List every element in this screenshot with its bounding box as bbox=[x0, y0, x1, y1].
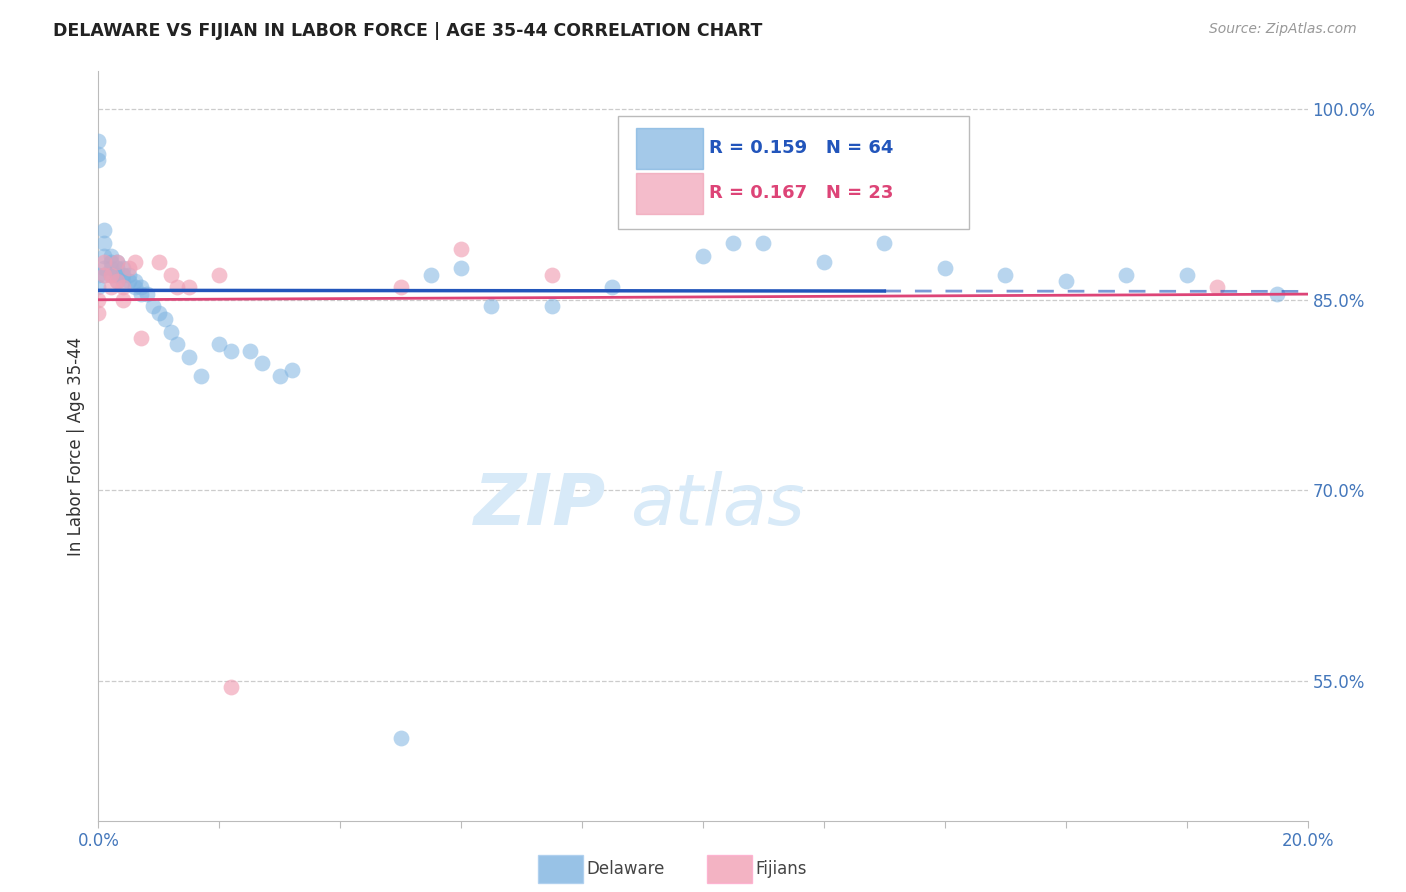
Point bbox=[129, 331, 152, 345]
Point bbox=[1175, 268, 1198, 282]
Point bbox=[111, 268, 134, 282]
Point bbox=[692, 248, 714, 262]
Point bbox=[135, 286, 157, 301]
Point bbox=[87, 280, 110, 294]
Point bbox=[93, 248, 115, 262]
Point bbox=[124, 255, 146, 269]
Point bbox=[148, 255, 170, 269]
Point bbox=[269, 369, 291, 384]
Point bbox=[239, 343, 262, 358]
Point bbox=[934, 261, 956, 276]
Y-axis label: In Labor Force | Age 35-44: In Labor Force | Age 35-44 bbox=[66, 336, 84, 556]
Point bbox=[87, 147, 110, 161]
Point bbox=[129, 286, 152, 301]
Point bbox=[179, 350, 201, 364]
Point bbox=[111, 274, 134, 288]
Point bbox=[129, 280, 152, 294]
Point bbox=[450, 242, 472, 256]
Text: R = 0.159   N = 64: R = 0.159 N = 64 bbox=[709, 139, 893, 157]
Point bbox=[124, 274, 146, 288]
Point bbox=[160, 325, 183, 339]
Point bbox=[100, 268, 122, 282]
Point bbox=[87, 134, 110, 148]
Text: Delaware: Delaware bbox=[586, 860, 665, 878]
Point bbox=[221, 681, 243, 695]
Point bbox=[752, 235, 775, 250]
Point bbox=[118, 268, 141, 282]
Point bbox=[93, 255, 115, 269]
Point bbox=[105, 268, 128, 282]
Point bbox=[179, 280, 201, 294]
Text: DELAWARE VS FIJIAN IN LABOR FORCE | AGE 35-44 CORRELATION CHART: DELAWARE VS FIJIAN IN LABOR FORCE | AGE … bbox=[53, 22, 763, 40]
Point bbox=[1115, 268, 1137, 282]
Point bbox=[389, 731, 412, 745]
Point bbox=[148, 306, 170, 320]
Point bbox=[153, 312, 176, 326]
Point bbox=[100, 255, 122, 269]
Point bbox=[450, 261, 472, 276]
Point bbox=[208, 337, 231, 351]
Point bbox=[1267, 286, 1289, 301]
FancyBboxPatch shape bbox=[637, 172, 703, 214]
Point bbox=[124, 280, 146, 294]
Point bbox=[105, 255, 128, 269]
Point bbox=[93, 268, 115, 282]
Point bbox=[540, 299, 562, 313]
Point bbox=[105, 255, 128, 269]
Point bbox=[105, 274, 128, 288]
Point bbox=[723, 235, 745, 250]
Text: Source: ZipAtlas.com: Source: ZipAtlas.com bbox=[1209, 22, 1357, 37]
Point bbox=[105, 261, 128, 276]
Point bbox=[540, 268, 562, 282]
Point bbox=[100, 280, 122, 294]
Point bbox=[166, 280, 188, 294]
Point bbox=[166, 337, 188, 351]
Point bbox=[481, 299, 503, 313]
Point bbox=[93, 235, 115, 250]
Point bbox=[602, 280, 624, 294]
Point bbox=[111, 293, 134, 307]
Point bbox=[208, 268, 231, 282]
Point bbox=[873, 235, 896, 250]
Point bbox=[118, 274, 141, 288]
Point bbox=[87, 306, 110, 320]
Point bbox=[100, 248, 122, 262]
Point bbox=[111, 280, 134, 294]
Point bbox=[93, 268, 115, 282]
Point bbox=[100, 261, 122, 276]
Text: atlas: atlas bbox=[630, 472, 806, 541]
Point bbox=[87, 153, 110, 168]
FancyBboxPatch shape bbox=[619, 116, 969, 228]
Point bbox=[105, 274, 128, 288]
Point bbox=[111, 261, 134, 276]
Point bbox=[100, 268, 122, 282]
Point bbox=[142, 299, 165, 313]
Point bbox=[87, 293, 110, 307]
Point bbox=[389, 280, 412, 294]
Point bbox=[813, 255, 835, 269]
Point bbox=[420, 268, 443, 282]
Point bbox=[190, 369, 212, 384]
Point bbox=[93, 261, 115, 276]
Text: Fijians: Fijians bbox=[755, 860, 807, 878]
Point bbox=[1206, 280, 1229, 294]
Point bbox=[93, 223, 115, 237]
Text: R = 0.167   N = 23: R = 0.167 N = 23 bbox=[709, 184, 893, 202]
Point bbox=[118, 261, 141, 276]
Point bbox=[994, 268, 1017, 282]
Point bbox=[250, 356, 273, 370]
Point bbox=[87, 268, 110, 282]
Point bbox=[160, 268, 183, 282]
Point bbox=[1054, 274, 1077, 288]
Point bbox=[221, 343, 243, 358]
FancyBboxPatch shape bbox=[637, 128, 703, 169]
Point bbox=[281, 363, 304, 377]
Text: ZIP: ZIP bbox=[474, 472, 606, 541]
